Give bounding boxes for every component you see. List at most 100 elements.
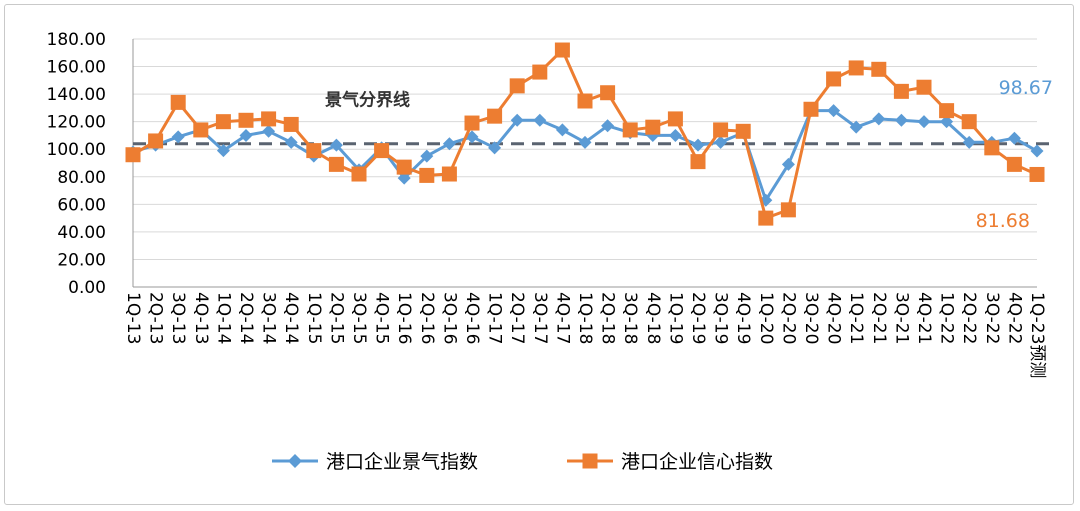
x-tick-label: 1Q-14: [213, 292, 233, 344]
data-point-square: [780, 202, 796, 218]
data-point-square: [848, 60, 864, 76]
data-point-diamond: [420, 149, 434, 163]
data-point-diamond: [1030, 144, 1044, 158]
data-point-diamond: [442, 137, 456, 151]
data-point-square: [441, 166, 457, 182]
x-tick-label: 4Q-13: [191, 292, 211, 344]
data-point-square: [939, 103, 955, 119]
x-tick-label: 4Q-18: [643, 292, 663, 344]
x-tick-label: 3Q-19: [711, 292, 731, 344]
data-point-diamond: [849, 120, 863, 134]
end-value-label-jingqi: 98.67: [999, 77, 1053, 99]
data-point-square: [735, 123, 751, 139]
reference-line-group: 景气分界线: [133, 90, 1051, 146]
data-point-square: [893, 83, 909, 99]
data-point-diamond: [691, 138, 705, 152]
x-tick-label: 4Q-21: [914, 292, 934, 344]
y-tick-label: 40.00: [57, 223, 106, 243]
x-tick-label: 2Q-18: [598, 292, 618, 344]
y-tick-label: 20.00: [57, 250, 106, 270]
data-point-diamond: [329, 138, 343, 152]
y-tick-label: 160.00: [47, 58, 106, 78]
x-tick-label: 1Q-16: [394, 292, 414, 344]
y-tick-label: 0.00: [68, 278, 106, 298]
data-point-square: [554, 42, 570, 58]
x-tick-label: 2Q-15: [326, 292, 346, 344]
x-tick-label: 2Q-20: [778, 292, 798, 344]
data-point-square: [306, 143, 322, 159]
data-point-diamond: [555, 123, 569, 137]
legend: 港口企业景气指数 港口企业信心指数: [272, 451, 773, 473]
legend-label-jingqi: 港口企业景气指数: [326, 451, 478, 473]
data-point-square: [238, 112, 254, 128]
x-tick-label: 1Q-13: [123, 292, 143, 344]
x-tick-label: 3Q-17: [530, 292, 550, 344]
data-point-diamond: [239, 128, 253, 142]
data-point-square: [622, 122, 638, 138]
data-point-diamond: [872, 112, 886, 126]
end-value-label-xinxin: 81.68: [976, 210, 1030, 232]
x-tick-label: 2Q-22: [959, 292, 979, 344]
x-tick-label: 1Q-15: [304, 292, 324, 344]
x-tick-label: 2Q-14: [236, 292, 256, 344]
y-tick-label: 60.00: [57, 195, 106, 215]
x-tick-label: 3Q-14: [259, 292, 279, 344]
reference-line-label: 景气分界线: [325, 90, 410, 111]
data-point-square: [396, 159, 412, 175]
data-point-square: [487, 108, 503, 124]
x-tick-label: 4Q-19: [733, 292, 753, 344]
data-point-diamond: [940, 115, 954, 129]
data-point-square: [328, 156, 344, 172]
data-point-square: [419, 167, 435, 183]
legend-label-xinxin: 港口企业信心指数: [621, 451, 773, 473]
x-tick-label: 3Q-21: [891, 292, 911, 344]
x-axis: 1Q-13 2Q-13 3Q-13 4Q-13 1Q-14 2Q-14 3Q-14 4Q-14…: [123, 292, 1047, 378]
data-point-diamond: [510, 113, 524, 127]
x-tick-label: 4Q-20: [824, 292, 844, 344]
y-tick-label: 80.00: [57, 168, 106, 188]
data-point-square: [916, 79, 932, 95]
legend-item-xinxin: 港口企业信心指数: [567, 451, 773, 473]
data-point-square: [170, 94, 186, 110]
data-point-square: [667, 111, 683, 127]
data-point-diamond: [171, 130, 185, 144]
data-point-diamond: [827, 104, 841, 118]
y-tick-label: 100.00: [47, 140, 106, 160]
data-point-square: [1006, 156, 1022, 172]
data-point-diamond: [962, 135, 976, 149]
legend-square-marker: [582, 453, 598, 469]
x-tick-label: 4Q-16: [462, 292, 482, 344]
x-tick-label: 2Q-19: [688, 292, 708, 344]
x-tick-label: 1Q-22: [937, 292, 957, 344]
data-point-square: [984, 140, 1000, 156]
data-point-square: [600, 85, 616, 101]
data-point-diamond: [578, 135, 592, 149]
data-point-square: [193, 122, 209, 138]
x-tick-label: 1Q-18: [575, 292, 595, 344]
data-point-diamond: [262, 124, 276, 138]
x-tick-label: 1Q-17: [485, 292, 505, 344]
data-point-diamond: [533, 113, 547, 127]
data-point-diamond: [894, 113, 908, 127]
x-tick-label: 2Q-16: [417, 292, 437, 344]
x-tick-label: 3Q-15: [349, 292, 369, 344]
y-tick-label: 140.00: [47, 85, 106, 105]
data-point-square: [148, 133, 164, 149]
data-point-square: [125, 147, 141, 163]
series-group: [125, 42, 1045, 226]
y-tick-label: 180.00: [47, 30, 106, 50]
data-point-square: [215, 114, 231, 130]
x-tick-label: 1Q-19: [665, 292, 685, 344]
data-point-diamond: [216, 144, 230, 158]
x-tick-label: 2Q-17: [507, 292, 527, 344]
x-tick-label: 3Q-13: [168, 292, 188, 344]
data-point-square: [645, 119, 661, 135]
data-point-diamond: [397, 171, 411, 185]
annotations: 98.67 81.68: [976, 77, 1053, 232]
data-point-square: [577, 93, 593, 109]
x-tick-label: 1Q-23预测: [1027, 292, 1047, 378]
data-point-square: [464, 115, 480, 131]
y-axis: 0.00 20.00 40.00 60.00 80.00 100.00 120.00 140.…: [47, 30, 1037, 298]
gridlines: [133, 38, 1037, 260]
